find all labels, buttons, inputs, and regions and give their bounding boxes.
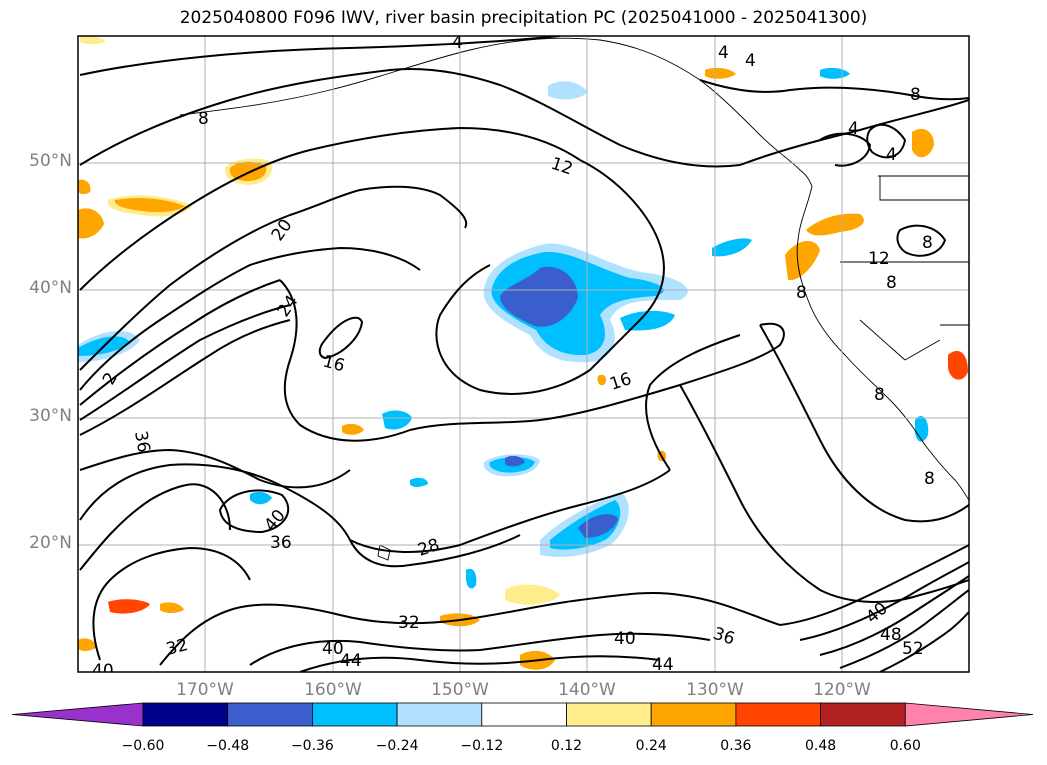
contour-label: 48 xyxy=(880,625,902,645)
contour-label: 36 xyxy=(710,624,737,650)
contour-label: 32 xyxy=(398,613,420,633)
lat-label-50n: 50°N xyxy=(29,151,72,171)
coastlines xyxy=(179,37,969,561)
lon-label-170w: 170°W xyxy=(176,680,234,700)
contour-label: 20 xyxy=(268,216,297,245)
lat-label-40n: 40°N xyxy=(29,278,72,298)
contour-label: 4 xyxy=(452,33,463,53)
contour-label: 36 xyxy=(130,429,153,454)
lon-label-130w: 130°W xyxy=(686,680,744,700)
contour-label: 40 xyxy=(862,599,891,628)
contour-label: 16 xyxy=(607,369,634,395)
lon-label-120w: 120°W xyxy=(813,680,871,700)
contour-label: 4 xyxy=(848,119,859,139)
lon-label-160w: 160°W xyxy=(304,680,362,700)
precip-shading-negative xyxy=(78,67,929,589)
colorbar-tick-label: 0.60 xyxy=(889,738,921,754)
map-frame xyxy=(77,35,970,673)
colorbar-segment xyxy=(735,702,822,727)
precipitation-map: 4 4 4 8 8 8 4 4 12 12 16 16 20 24 36 40 … xyxy=(77,33,970,681)
colorbar-tick-label: −0.24 xyxy=(375,738,419,754)
contour-label: 28 xyxy=(415,535,442,561)
contour-label: 32 xyxy=(164,635,190,660)
contour-label: 12 xyxy=(868,249,890,269)
iwv-contours xyxy=(79,36,969,672)
contour-label: 52 xyxy=(902,639,924,659)
colorbar-tick-label: −0.60 xyxy=(121,738,165,754)
colorbar-tick-label: 0.24 xyxy=(635,738,667,754)
colorbar-tick-label: −0.36 xyxy=(290,738,334,754)
colorbar-segment xyxy=(820,702,906,727)
colorbar-segment xyxy=(650,702,737,727)
contour-label: 24 xyxy=(274,292,303,321)
colorbar-tick-label: −0.48 xyxy=(206,738,250,754)
colorbar-extend-low xyxy=(11,702,144,727)
contour-label: 8 xyxy=(910,85,921,105)
colorbar-segment xyxy=(481,702,567,727)
contour-label: 8 xyxy=(874,385,885,405)
colorbar-segment xyxy=(396,702,483,727)
colorbar-tick-label: −0.12 xyxy=(460,738,504,754)
colorbar-segment xyxy=(566,702,652,727)
contour-label: 12 xyxy=(548,154,575,180)
contour-label: 40 xyxy=(92,661,114,681)
contour-label: 40 xyxy=(614,629,636,649)
contour-label: 44 xyxy=(340,651,362,671)
colorbar-tick-label: 0.48 xyxy=(805,738,837,754)
contour-label: 4 xyxy=(886,145,897,165)
map-title: 2025040800 F096 IWV, river basin precipi… xyxy=(179,8,868,28)
colorbar-extend-high xyxy=(904,702,1034,727)
contour-label: 4 xyxy=(745,51,756,71)
contour-label: 16 xyxy=(321,352,347,377)
contour-label: 8 xyxy=(198,109,209,129)
contour-label: 36 xyxy=(270,533,292,553)
colorbar-segment xyxy=(142,702,229,727)
contour-label: 4 xyxy=(718,43,729,63)
lat-label-20n: 20°N xyxy=(29,533,72,553)
contour-labels: 4 4 4 8 8 8 4 4 12 12 16 16 20 24 36 40 … xyxy=(92,33,935,681)
contour-label: 44 xyxy=(652,655,674,675)
lon-label-140w: 140°W xyxy=(558,680,616,700)
contour-label: 8 xyxy=(924,469,935,489)
lon-label-150w: 150°W xyxy=(431,680,489,700)
lat-label-30n: 30°N xyxy=(29,406,72,426)
contour-label: 8 xyxy=(886,273,897,293)
colorbar-tick-label: 0.12 xyxy=(550,738,583,754)
contour-label: 8 xyxy=(922,233,933,253)
colorbar-segment xyxy=(311,702,398,727)
contour-label: 8 xyxy=(796,283,807,303)
contour-label: 40 xyxy=(322,639,344,659)
gridlines xyxy=(78,36,969,672)
colorbar-segment xyxy=(227,702,313,727)
colorbar-tick-label: 0.36 xyxy=(720,738,752,754)
